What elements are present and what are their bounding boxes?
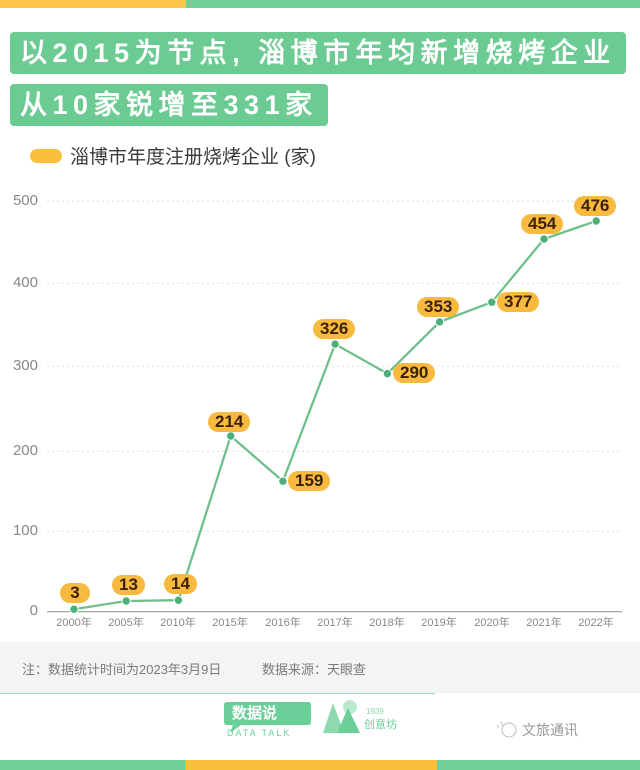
svg-text:文旅通讯: 文旅通讯 xyxy=(522,722,578,738)
svg-text:创意坊: 创意坊 xyxy=(364,717,397,731)
svg-text:数据说: 数据说 xyxy=(232,704,277,722)
svg-text:DATA TALK: DATA TALK xyxy=(227,728,291,738)
svg-text:1939: 1939 xyxy=(366,707,384,716)
